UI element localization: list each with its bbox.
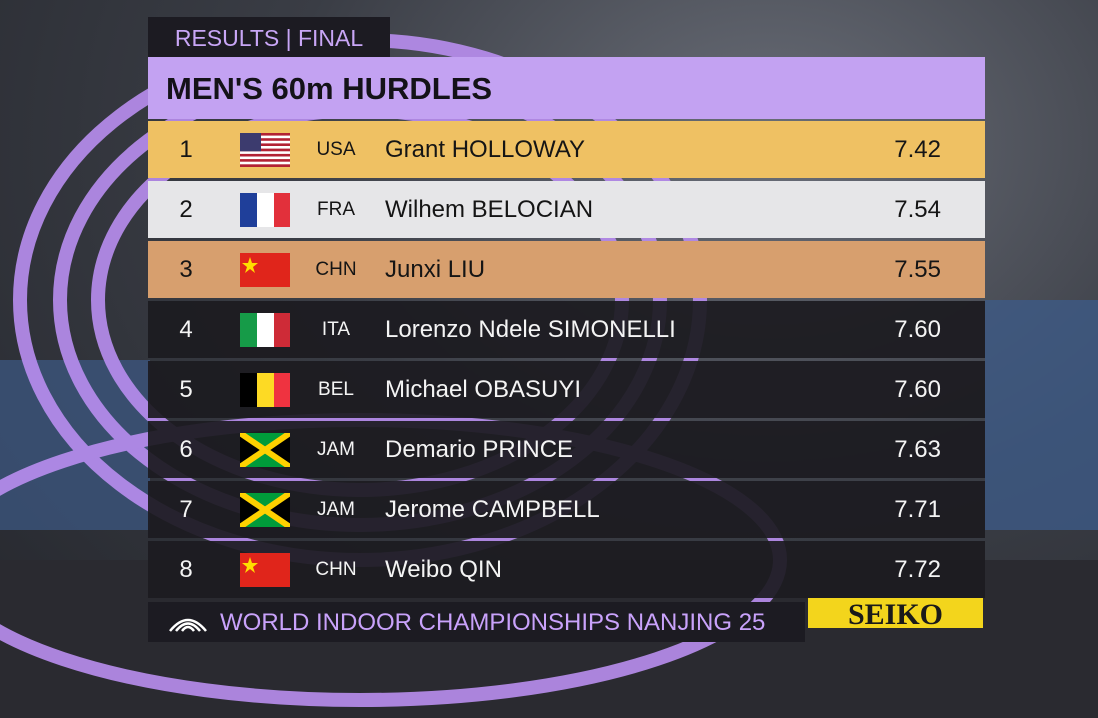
flag [240, 553, 290, 587]
athlete: Junxi LIU [385, 256, 486, 283]
country: CHN [315, 259, 357, 280]
footer-bar: WORLD INDOOR CHAMPIONSHIPS NANJING 25 [148, 602, 805, 642]
rank: 3 [179, 256, 193, 283]
country: BEL [318, 379, 354, 400]
result-row: 6 JAM Demario PRINCE 7.63 [148, 421, 985, 478]
flag [240, 433, 290, 467]
result-row: 5 BEL Michael OBASUYI 7.60 [148, 361, 985, 418]
athlete: Michael OBASUYI [385, 376, 582, 403]
country: USA [316, 139, 356, 160]
rank: 6 [179, 436, 193, 463]
athlete: Demario PRINCE [385, 436, 574, 463]
time: 7.60 [894, 316, 941, 343]
athlete: Wilhem BELOCIAN [385, 196, 594, 223]
results-tag: RESULTS | FINAL [148, 17, 390, 57]
time: 7.63 [894, 436, 941, 463]
time: 7.54 [894, 196, 941, 223]
country: JAM [317, 439, 355, 460]
time: 7.72 [894, 556, 941, 583]
rank: 4 [179, 316, 193, 343]
result-row: 3 CHN Junxi LIU 7.55 [148, 241, 985, 298]
result-row: 7 JAM Jerome CAMPBELL 7.71 [148, 481, 985, 538]
athlete: Weibo QIN [385, 556, 502, 583]
rank: 2 [179, 196, 193, 223]
time: 7.55 [894, 256, 941, 283]
flag [240, 313, 290, 347]
rank: 5 [179, 376, 193, 403]
athlete: Jerome CAMPBELL [385, 496, 600, 523]
time: 7.71 [894, 496, 941, 523]
event-title: MEN'S 60m HURDLES [148, 57, 985, 119]
flag [240, 133, 290, 167]
result-row: 8 CHN Weibo QIN 7.72 [148, 541, 985, 598]
time: 7.60 [894, 376, 941, 403]
flag [240, 253, 290, 287]
result-row: 1 USA Grant HOLLOWAY 7.42 [148, 121, 985, 178]
event-logo [169, 618, 207, 632]
athlete: Lorenzo Ndele SIMONELLI [385, 316, 676, 343]
country: JAM [317, 499, 355, 520]
country: ITA [321, 319, 351, 340]
athlete: Grant HOLLOWAY [385, 136, 586, 163]
flag [240, 493, 290, 527]
result-row: 4 ITA Lorenzo Ndele SIMONELLI 7.60 [148, 301, 985, 358]
country: CHN [315, 559, 357, 580]
flag [240, 193, 290, 227]
rank: 8 [179, 556, 193, 583]
rank: 7 [179, 496, 193, 523]
event-name: WORLD INDOOR CHAMPIONSHIPS NANJING 25 [220, 609, 766, 636]
country: FRA [317, 199, 355, 220]
sponsor: SEIKO [808, 598, 983, 628]
flag [240, 373, 290, 407]
time: 7.42 [894, 136, 941, 163]
result-row: 2 FRA Wilhem BELOCIAN 7.54 [148, 181, 985, 238]
rank: 1 [179, 136, 193, 163]
